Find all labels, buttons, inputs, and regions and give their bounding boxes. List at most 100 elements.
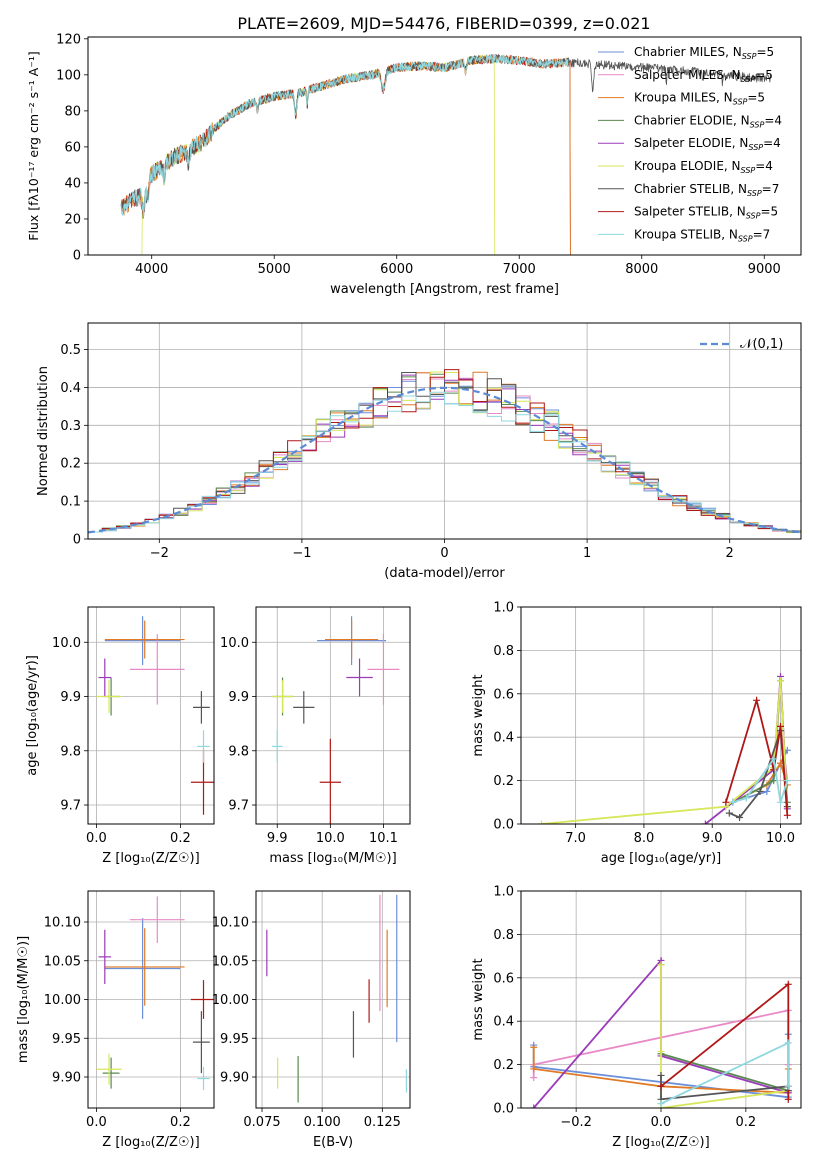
- weight-vs-age-tick-label-x: 9.0: [702, 831, 723, 846]
- weight-vs-age-marker-chabrier-stelib: [736, 813, 744, 821]
- weight-vs-age-marker-kroupa-elodie: [537, 820, 545, 824]
- weight-vs-age-panel: 7.0 8.0 9.0 10.0 0.0 0.2 0.4 0.6 0.8 1.0 age [log…: [471, 601, 802, 866]
- mass-vs-ebv-tick-label-x: 0.075: [243, 1115, 280, 1130]
- weight-vs-age-frame: [520, 606, 802, 825]
- age-vs-z-tick-label-y: 9.8: [60, 744, 81, 759]
- mass-vs-z-tick-label-y: 10.05: [44, 954, 81, 969]
- mass-vs-z-tick-label-y: 10.00: [44, 993, 81, 1008]
- weight-vs-age-marker-kroupa-stelib: [770, 755, 778, 763]
- mass-vs-ebv-ticks: 0.075 0.100 0.125 9.90 9.95 10.00 10.05 10.10: [212, 916, 401, 1131]
- weight-vs-z-axis-labels: Z [log₁₀(Z/Z☉)] mass weight: [471, 958, 710, 1150]
- mass-vs-z-grid: [88, 891, 214, 1108]
- legend-label-chabrier-elodie: Chabrier ELODIE, NSSP=4: [634, 113, 782, 129]
- age-vs-mass-tick-label-y: 9.8: [228, 744, 249, 759]
- spectrum-tick-label-x: 7000: [503, 262, 536, 277]
- spectrum-panel: 4000 5000 6000 7000 8000 9000020406080100120 …: [26, 32, 802, 297]
- spectrum-tick-label-y: 60: [64, 140, 81, 155]
- legend-label-salpeter-stelib: Salpeter STELIB, NSSP=5: [634, 205, 778, 221]
- residuals-tick-label-x: 2: [726, 546, 734, 561]
- spectrum-legend: Chabrier MILES, NSSP=5 Salpeter MILES, NS…: [598, 45, 782, 243]
- histogram-kroupa-stelib: [88, 391, 801, 539]
- residuals-tick-label-x: 0: [440, 546, 448, 561]
- weight-vs-z-tick-label-y: 0.2: [493, 1058, 514, 1073]
- residuals-tick-label-y: 0.1: [60, 495, 81, 510]
- residuals-tick-label-x: −2: [150, 546, 169, 561]
- weight-vs-age-xlabel: age [log₁₀(age/yr)]: [601, 851, 722, 866]
- mass-vs-z-tick-label-y: 9.95: [52, 1032, 81, 1047]
- legend-label-chabrier-miles: Chabrier MILES, NSSP=5: [634, 45, 774, 61]
- spectrum-tick-label-x: 4000: [135, 262, 168, 277]
- weight-vs-z-ticks: −0.2 0.0 0.2 0.0 0.2 0.4 0.6 0.8 1.0: [493, 885, 756, 1131]
- legend-label-kroupa-elodie: Kroupa ELODIE, NSSP=4: [634, 159, 773, 175]
- spectrum-frame: [87, 36, 802, 256]
- weight-vs-age-tick-label-y: 0.2: [493, 774, 514, 789]
- weight-vs-z-marker-chabrier-stelib: [657, 1071, 665, 1079]
- age-vs-mass-xlabel: mass [log₁₀(M/M☉)]: [269, 851, 396, 866]
- weight-vs-z-line-salpeter-stelib: [660, 982, 790, 1100]
- weight-vs-z-marker-kroupa-stelib: [784, 1082, 792, 1090]
- mass-vs-ebv-panel: 0.075 0.100 0.125 9.90 9.95 10.00 10.05 10.10 E…: [212, 890, 411, 1150]
- spectrum-axis-labels: wavelength [Angstrom, rest frame] Flux [f…: [26, 51, 559, 297]
- age-vs-mass-tick-label-y: 9.7: [228, 799, 249, 814]
- mass-vs-ebv-xlabel: E(B-V): [313, 1135, 353, 1150]
- age-vs-z-frame: [87, 606, 215, 825]
- mass-vs-z-xlabel: Z [log₁₀(Z/Z☉)]: [102, 1135, 199, 1150]
- age-vs-mass-tick-label-x: 9.9: [267, 831, 288, 846]
- age-vs-z-xlabel: Z [log₁₀(Z/Z☉)]: [102, 851, 199, 866]
- mass-vs-ebv-tick-label-y: 10.10: [212, 916, 249, 931]
- weight-vs-z-marker-salpeter-miles: [530, 1074, 538, 1082]
- weight-vs-z-marker-kroupa-elodie: [657, 961, 665, 969]
- weight-vs-z-marker-salpeter-stelib: [784, 980, 792, 988]
- age-vs-z-ticks: 0.0 0.2 9.7 9.8 9.9 10.0: [52, 636, 191, 846]
- weight-vs-z-marker-salpeter-stelib: [784, 1095, 792, 1103]
- weight-vs-age-tick-label-y: 0.4: [493, 731, 514, 746]
- legend-label-normal: 𝒩(0,1): [740, 337, 783, 352]
- legend-label-kroupa-miles: Kroupa MILES, NSSP=5: [634, 91, 765, 107]
- weight-vs-age-marker-salpeter-stelib: [753, 696, 761, 704]
- weight-vs-age-marker-kroupa-stelib: [742, 794, 750, 802]
- residuals-axis-labels: (data-model)/error Normed distribution: [36, 366, 505, 581]
- age-vs-z-axis-labels: Z [log₁₀(Z/Z☉)] age [log₁₀(age/yr)]: [25, 655, 200, 866]
- residuals-tick-label-x: 1: [583, 546, 591, 561]
- weight-vs-age-axis-labels: age [log₁₀(age/yr)] mass weight: [471, 674, 721, 866]
- residuals-tick-label-y: 0.4: [60, 381, 81, 396]
- age-vs-mass-frame: [255, 606, 411, 825]
- mass-vs-z-axis-labels: Z [log₁₀(Z/Z☉)] mass [log₁₀(M/M☉)]: [16, 936, 200, 1150]
- spectrum-xlabel: wavelength [Angstrom, rest frame]: [330, 282, 559, 297]
- weight-vs-z-marker-kroupa-stelib: [657, 1100, 665, 1108]
- weight-vs-z-marker-kroupa-miles: [530, 1043, 538, 1051]
- spectrum-tick-label-x: 6000: [380, 262, 413, 277]
- age-vs-z-tick-label-x: 0.0: [86, 831, 107, 846]
- mass-vs-z-tick-label-x: 0.2: [170, 1115, 191, 1130]
- spectrum-series-kroupa-miles: [120, 54, 571, 255]
- residuals-panel: −2 −1 0 1 2 0 0.1 0.2 0.3 0.4 0.5 (data-model)/err…: [36, 322, 802, 581]
- spectrum-tick-label-y: 0: [73, 249, 81, 264]
- spectrum-series-kroupa-stelib: [120, 54, 569, 218]
- legend-label-salpeter-elodie: Salpeter ELODIE, NSSP=4: [634, 136, 781, 152]
- spectrum-series-salpeter-stelib: [120, 54, 571, 255]
- weight-vs-z-tick-label-x: 0.2: [736, 1115, 757, 1130]
- weight-vs-age-lines: [537, 672, 791, 824]
- legend-label-salpeter-miles: Salpeter MILES, NSSP=5: [634, 68, 773, 84]
- weight-vs-z-xlabel: Z [log₁₀(Z/Z☉)]: [612, 1135, 709, 1150]
- weight-vs-z-tick-label-x: 0.0: [651, 1115, 672, 1130]
- weight-vs-z-tick-label-y: 0.6: [493, 971, 514, 986]
- weight-vs-age-marker-kroupa-elodie: [777, 677, 785, 685]
- mass-vs-ebv-tick-label-y: 9.90: [220, 1071, 249, 1086]
- weight-vs-z-tick-label-y: 1.0: [493, 885, 514, 900]
- age-vs-mass-tick-label-x: 10.0: [316, 831, 345, 846]
- spectrum-lines: [120, 54, 771, 255]
- weight-vs-age-ylabel: mass weight: [471, 674, 486, 756]
- spectrum-tick-label-x: 8000: [625, 262, 658, 277]
- spectrum-ylabel: Flux [fλ10⁻¹⁷ erg cm⁻² s⁻¹ A⁻¹]: [26, 51, 41, 240]
- mass-vs-ebv-tick-label-y: 10.00: [212, 993, 249, 1008]
- spectrum-tick-label-x: 5000: [258, 262, 291, 277]
- mass-vs-z-ticks: 0.0 0.2 9.90 9.95 10.00 10.05 10.10: [44, 916, 191, 1131]
- residuals-xlabel: (data-model)/error: [384, 566, 505, 581]
- mass-vs-z-tick-label-x: 0.0: [86, 1115, 107, 1130]
- residuals-ticks: −2 −1 0 1 2 0 0.1 0.2 0.3 0.4 0.5: [60, 343, 734, 561]
- residuals-ylabel: Normed distribution: [36, 366, 51, 496]
- weight-vs-z-lines: [530, 956, 792, 1108]
- weight-vs-age-marker-chabrier-stelib: [756, 787, 764, 795]
